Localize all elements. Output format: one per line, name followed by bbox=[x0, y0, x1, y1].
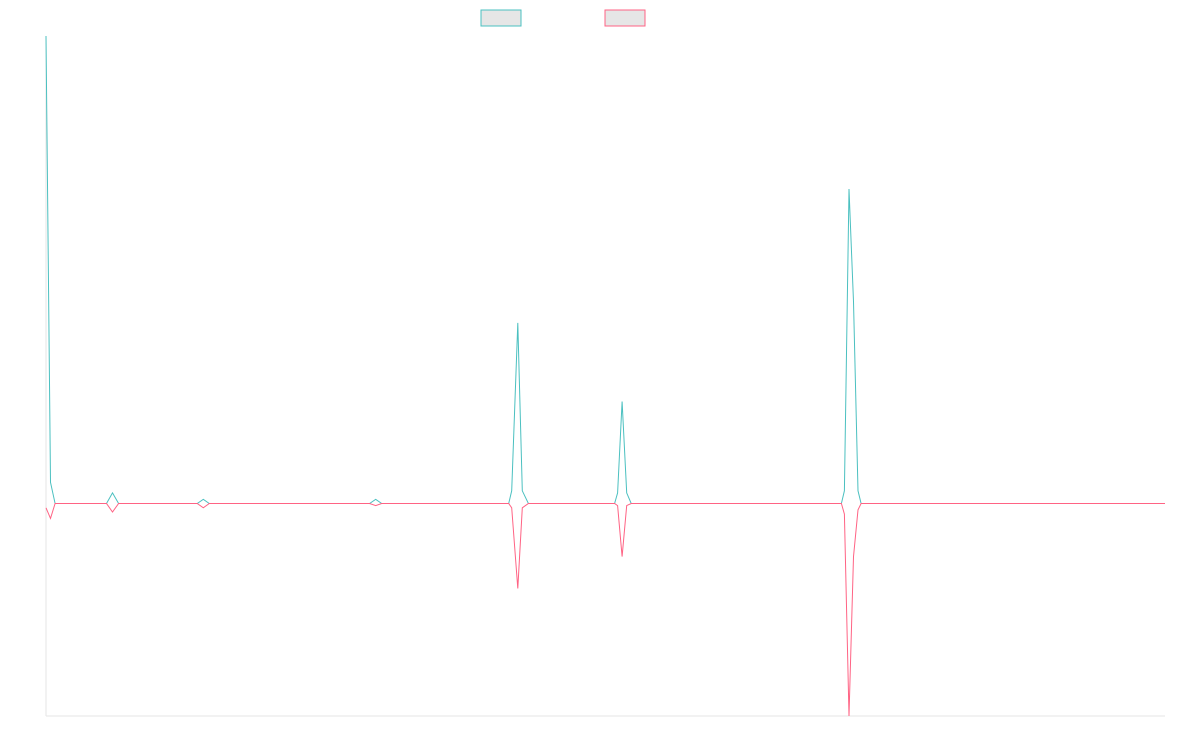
plot-area bbox=[45, 35, 1165, 717]
legend-swatch-series-2[interactable] bbox=[604, 9, 646, 27]
axes bbox=[45, 36, 1165, 717]
series-line-2 bbox=[45, 503, 1165, 717]
legend bbox=[480, 9, 646, 27]
legend-swatch-series-1[interactable] bbox=[480, 9, 522, 27]
series-line-1 bbox=[45, 35, 1165, 504]
